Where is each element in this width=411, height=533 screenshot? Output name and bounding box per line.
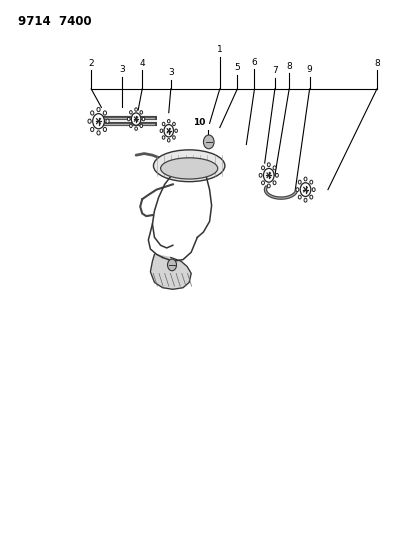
Circle shape [304, 177, 307, 181]
Circle shape [261, 166, 264, 169]
Circle shape [173, 122, 175, 126]
Circle shape [106, 119, 109, 123]
Circle shape [298, 195, 301, 199]
Polygon shape [150, 254, 191, 289]
Circle shape [127, 117, 130, 121]
Circle shape [93, 114, 104, 129]
Circle shape [90, 127, 94, 132]
Text: 6: 6 [252, 58, 257, 67]
Circle shape [129, 124, 132, 127]
Circle shape [167, 139, 170, 142]
Circle shape [275, 173, 278, 177]
Text: 7: 7 [272, 66, 278, 75]
Circle shape [90, 111, 94, 115]
Circle shape [175, 129, 178, 133]
Circle shape [97, 131, 100, 135]
Ellipse shape [161, 158, 218, 179]
Circle shape [273, 166, 276, 169]
Circle shape [261, 181, 264, 185]
Circle shape [140, 124, 143, 127]
Circle shape [310, 180, 313, 184]
Text: 3: 3 [119, 65, 125, 74]
Text: 8: 8 [286, 62, 292, 71]
Circle shape [88, 119, 91, 123]
Text: 4: 4 [139, 59, 145, 68]
Circle shape [267, 163, 270, 167]
Circle shape [140, 111, 143, 114]
Circle shape [160, 129, 163, 133]
Circle shape [129, 111, 132, 114]
Text: 8: 8 [374, 59, 380, 68]
Circle shape [97, 108, 100, 111]
Circle shape [263, 168, 274, 182]
Circle shape [312, 188, 315, 191]
Text: 2: 2 [88, 59, 94, 68]
Text: 9: 9 [307, 65, 312, 74]
Circle shape [259, 173, 262, 177]
Circle shape [132, 113, 141, 125]
Text: 3: 3 [168, 68, 174, 77]
Circle shape [142, 117, 145, 121]
Circle shape [135, 108, 137, 111]
Circle shape [304, 198, 307, 202]
Circle shape [298, 180, 301, 184]
Circle shape [164, 125, 173, 137]
Circle shape [135, 127, 137, 131]
Circle shape [162, 122, 165, 126]
Text: 1: 1 [217, 45, 223, 54]
Circle shape [273, 181, 276, 185]
Circle shape [103, 111, 106, 115]
Circle shape [267, 184, 270, 188]
Circle shape [310, 195, 313, 199]
Circle shape [296, 188, 299, 191]
Circle shape [162, 136, 165, 139]
Circle shape [103, 127, 106, 132]
Ellipse shape [153, 150, 225, 182]
Text: 5: 5 [234, 63, 240, 72]
Circle shape [203, 135, 214, 149]
Circle shape [300, 183, 311, 197]
Text: 10: 10 [193, 118, 206, 127]
Circle shape [168, 259, 176, 271]
Circle shape [167, 119, 170, 123]
Circle shape [173, 136, 175, 139]
Text: 9714  7400: 9714 7400 [18, 14, 91, 28]
